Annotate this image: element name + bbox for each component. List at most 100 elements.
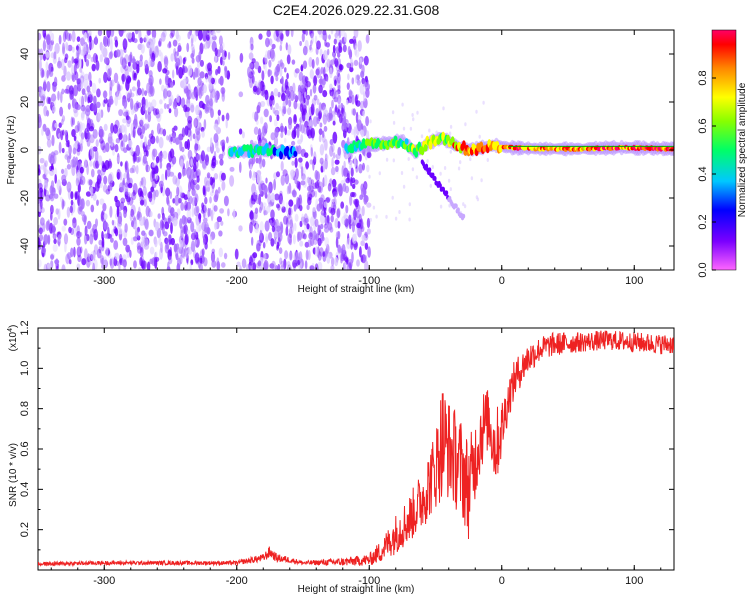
spectrogram-noise-cell <box>280 260 285 268</box>
spectrogram-noise-cell <box>163 88 168 99</box>
spectrogram-noise-cell <box>80 37 85 47</box>
spectrogram-noise-cell <box>56 179 61 191</box>
spectrogram-noise-cell <box>61 225 66 232</box>
spectrogram-noise-cell <box>221 114 225 122</box>
spectrogram-noise-cell <box>273 136 279 147</box>
spectrogram-noise-cell <box>313 156 317 166</box>
spectrogram-noise-cell <box>124 182 129 188</box>
spectrogram-noise-cell <box>354 156 357 168</box>
spectrogram-noise-cell <box>158 155 162 163</box>
spectrogram-noise-cell <box>187 192 191 199</box>
spectrogram-noise-cell <box>189 30 192 36</box>
spectrogram-noise-cell <box>53 238 57 244</box>
spectrogram-noise-cell <box>317 237 322 247</box>
spectrogram-noise-cell <box>298 251 303 263</box>
spectrogram-noise-cell <box>355 111 359 124</box>
spectrogram-noise-cell <box>125 90 130 99</box>
spectrogram-noise-cell <box>131 191 137 201</box>
spectrogram-noise-cell <box>103 175 108 185</box>
spectrogram-noise-cell <box>271 260 276 270</box>
spectrogram-noise-cell <box>198 100 204 109</box>
spectrogram-noise-cell <box>157 213 161 219</box>
spectrogram-noise-cell <box>331 198 336 204</box>
spectrogram-noise-cell <box>142 103 146 112</box>
spectrogram-noise-cell <box>274 65 280 77</box>
spectrogram-noise-cell <box>124 191 129 197</box>
x-tick-label: -200 <box>226 275 248 287</box>
spectrogram-noise-cell <box>60 130 64 141</box>
spectrogram-noise-cell <box>73 63 77 76</box>
spectrogram-noise-cell <box>213 205 218 212</box>
spectrogram-noise-cell <box>131 86 136 92</box>
spectrogram-noise-cell <box>277 91 281 98</box>
spectrogram-noise-cell <box>307 249 311 261</box>
spectrogram-noise-cell <box>249 62 254 69</box>
spectrogram-noise-cell <box>311 59 315 69</box>
spectrogram-noise-cell <box>216 261 221 270</box>
spectrogram-noise-cell <box>44 160 48 168</box>
spectrogram-noise-cell <box>105 247 109 257</box>
spectrogram-noise-cell <box>447 178 451 183</box>
spectrogram-noise-cell <box>62 31 67 43</box>
spectrogram-noise-cell <box>309 30 313 36</box>
spectrogram-noise-cell <box>191 91 196 100</box>
spectrogram-noise-cell <box>132 152 136 164</box>
spectrogram-noise-cell <box>162 150 168 160</box>
spectrogram-noise-cell <box>357 40 362 52</box>
spectrogram-noise-cell <box>167 215 172 225</box>
spectrogram-noise-cell <box>361 205 365 217</box>
spectrogram-ridge-cell <box>293 150 298 157</box>
spectrogram-noise-cell <box>152 148 158 158</box>
spectrogram-noise-cell <box>294 213 299 222</box>
spectrogram-noise-cell <box>324 153 328 162</box>
spectrogram-noise-cell <box>391 195 394 200</box>
spectrogram-noise-cell <box>251 174 256 181</box>
spectrogram-noise-cell <box>124 125 127 137</box>
spectrogram-noise-cell <box>443 166 447 170</box>
spectrogram-noise-cell <box>116 171 121 180</box>
spectrogram-noise-cell <box>274 127 279 138</box>
spectrogram-noise-cell <box>160 52 164 63</box>
spectrogram-noise-cell <box>369 119 372 124</box>
spectrogram-noise-cell <box>165 187 171 197</box>
spectrogram-noise-cell <box>255 220 259 231</box>
spectrogram-noise-cell <box>145 122 150 129</box>
spectrogram-noise-cell <box>54 122 58 128</box>
spectrogram-noise-cell <box>111 219 115 226</box>
spectrogram-noise-cell <box>145 190 148 201</box>
spectrogram-noise-cell <box>314 190 318 198</box>
spectrogram-noise-cell <box>169 32 174 39</box>
spectrogram-noise-cell <box>293 69 298 78</box>
spectrogram-noise-cell <box>38 168 41 176</box>
spectrogram-noise-cell <box>95 218 98 227</box>
spectrogram-noise-cell <box>304 152 309 159</box>
spectrogram-noise-cell <box>329 67 333 79</box>
spectrogram-noise-cell <box>170 30 175 38</box>
spectrogram-noise-cell <box>346 237 351 250</box>
spectrogram-noise-cell <box>364 183 367 189</box>
spectrogram-noise-cell <box>202 84 207 94</box>
spectrogram-noise-cell <box>335 165 339 173</box>
spectrogram-noise-cell <box>222 150 226 156</box>
spectrogram-noise-cell <box>213 194 219 203</box>
spectrogram-noise-cell <box>135 156 141 163</box>
spectrogram-noise-cell <box>343 128 347 139</box>
spectrogram-noise-cell <box>322 160 326 173</box>
spectrogram-noise-cell <box>189 89 194 99</box>
spectrogram-noise-cell <box>344 256 349 263</box>
spectrogram-noise-cell <box>256 198 260 205</box>
spectrogram-noise-cell <box>106 30 111 39</box>
spectrogram-noise-cell <box>330 215 334 223</box>
spectrogram-ridge-cell <box>423 144 428 152</box>
spectrogram-noise-cell <box>148 90 153 98</box>
spectrogram-noise-cell <box>286 217 289 228</box>
spectrogram-noise-cell <box>203 217 208 223</box>
spectrogram-noise-cell <box>266 30 271 38</box>
spectrogram-noise-cell <box>194 142 198 155</box>
spectrogram-noise-cell <box>209 236 213 245</box>
spectrogram-noise-cell <box>307 129 313 139</box>
spectrogram-noise-cell <box>359 100 365 110</box>
spectrogram-noise-cell <box>334 220 339 229</box>
spectrogram-noise-cell <box>408 217 411 222</box>
spectrogram-noise-cell <box>107 136 113 144</box>
